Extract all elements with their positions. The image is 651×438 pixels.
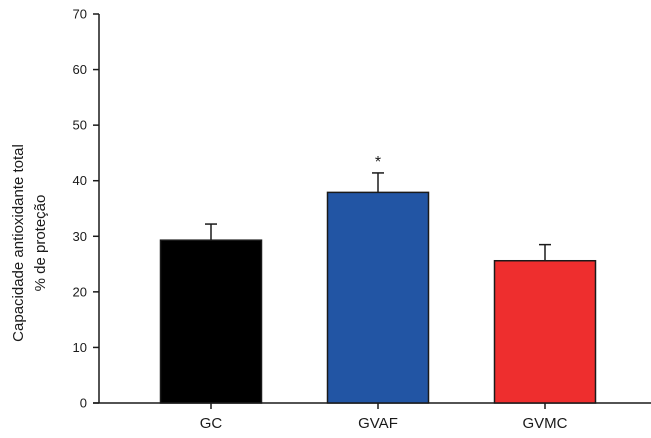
bars [159,172,597,404]
bar-gc [159,239,263,404]
x-tick-label: GVAF [358,415,398,432]
y-tick-label: 0 [80,396,87,411]
y-tick-label: 20 [73,284,87,299]
x-tick-label: GVMC [523,415,568,432]
y-tick-label: 60 [73,62,87,77]
bar-gvmc [493,259,597,404]
y-tick-label: 70 [73,7,87,22]
y-tick-label: 40 [73,173,87,188]
x-tick-label: GC [200,415,223,432]
y-tick-label: 10 [73,340,87,355]
labels: GC GVAF * GVMC [200,154,568,432]
bar-gvaf [326,191,430,404]
y-tick-label: 30 [73,229,87,244]
significance-mark: * [375,154,381,171]
y-axis-title-line1: Capacidade antioxidante total [10,144,27,342]
y-axis-title-line2: % de proteção [32,195,49,292]
y-axis-title: Capacidade antioxidante total % de prote… [10,144,49,342]
y-tick-label: 50 [73,118,87,133]
